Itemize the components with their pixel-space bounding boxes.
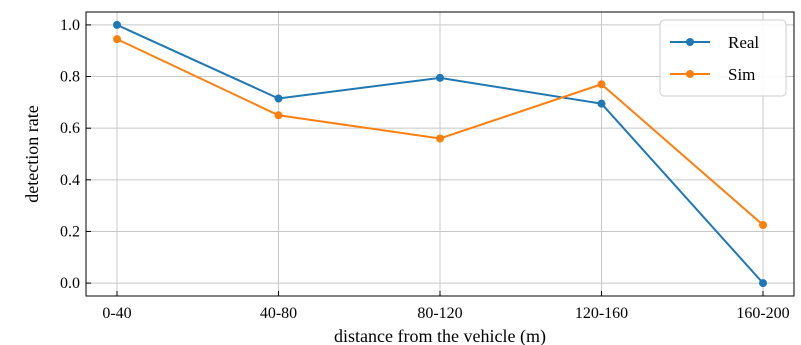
data-point-sim xyxy=(597,80,606,89)
data-point-sim xyxy=(113,35,121,44)
series-layer xyxy=(113,20,767,288)
data-point-real xyxy=(436,73,444,82)
x-tick-label: 160-200 xyxy=(736,305,789,322)
y-tick-label: 0.2 xyxy=(60,223,80,240)
x-tick-label: 120-160 xyxy=(575,305,628,322)
data-point-real xyxy=(597,99,606,108)
legend-label: Sim xyxy=(728,65,755,84)
y-tick-label: 0.6 xyxy=(60,120,80,137)
y-tick-label: 0.4 xyxy=(60,172,80,189)
data-point-real xyxy=(759,279,767,288)
y-tick-label: 0.8 xyxy=(60,69,80,86)
legend-label: Real xyxy=(728,33,759,52)
data-point-sim xyxy=(436,134,444,143)
data-point-real xyxy=(113,20,121,29)
data-point-real xyxy=(274,94,283,103)
data-point-sim xyxy=(759,221,767,229)
y-tick-label: 0.0 xyxy=(60,275,80,292)
x-tick-label: 80-120 xyxy=(417,305,462,322)
y-tick-label: 1.0 xyxy=(60,17,80,34)
data-point-sim xyxy=(274,111,283,120)
x-tick-label: 40-80 xyxy=(260,305,297,322)
x-tick-label: 0-40 xyxy=(102,305,131,322)
legend-box xyxy=(659,19,787,97)
y-axis-label: detection rate xyxy=(22,105,42,202)
ticks: 0-40 40-80 80-120 120-160 160-200 0.0 0.2 0.4 0.… xyxy=(60,17,790,322)
legend-marker xyxy=(686,38,694,46)
legend: Real Sim xyxy=(659,19,787,97)
legend-marker xyxy=(686,70,694,78)
x-axis-label: distance from the vehicle (m) xyxy=(334,326,546,345)
